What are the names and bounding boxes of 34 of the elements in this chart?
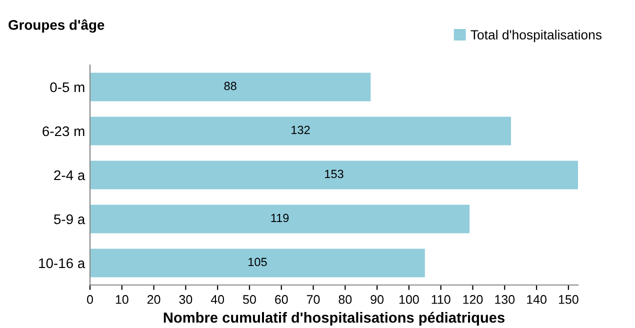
- y-tick-label: 10-16 a: [39, 258, 86, 268]
- x-tick-label: 60: [275, 295, 288, 304]
- x-axis-title: Nombre cumulatif d'hospitalisations pédiatriques: [164, 312, 504, 326]
- y-axis-title: Groupes d'âge: [8, 19, 104, 33]
- y-tick-label: 2-4 a: [54, 170, 86, 180]
- x-tick-label: 110: [432, 295, 450, 304]
- bar: [90, 248, 425, 278]
- x-tick-label: 0: [87, 295, 93, 304]
- x-tick-label: 120: [463, 295, 483, 304]
- x-tick-label: 30: [179, 295, 192, 304]
- bar: [90, 72, 371, 102]
- data-label: 88: [224, 82, 236, 90]
- x-tick-label: 70: [306, 295, 320, 304]
- x-tick-label: 10: [116, 295, 128, 304]
- bar: [90, 160, 578, 190]
- data-label: 132: [292, 126, 310, 134]
- y-tick-label: 6-23 m: [42, 126, 84, 136]
- x-tick-label: 140: [527, 295, 546, 304]
- x-tick-label: 130: [495, 295, 515, 304]
- bar: [90, 116, 512, 146]
- x-tick-label: 40: [210, 295, 224, 304]
- x-tick-label: 50: [243, 295, 256, 304]
- x-tick-label: 100: [399, 295, 419, 304]
- x-tick-label: 90: [370, 295, 384, 304]
- data-label: 105: [248, 258, 267, 266]
- x-tick-label: 20: [147, 295, 160, 304]
- y-tick-label: 0-5 m: [50, 82, 84, 92]
- x-tick-label: 80: [338, 295, 352, 304]
- bar: [90, 204, 470, 234]
- y-tick-label: 5-9 a: [54, 214, 86, 224]
- x-tick-label: 150: [558, 295, 578, 304]
- legend-label: Total d'hospitalisations: [470, 30, 602, 42]
- data-label: 153: [325, 170, 344, 178]
- data-label: 119: [271, 214, 289, 222]
